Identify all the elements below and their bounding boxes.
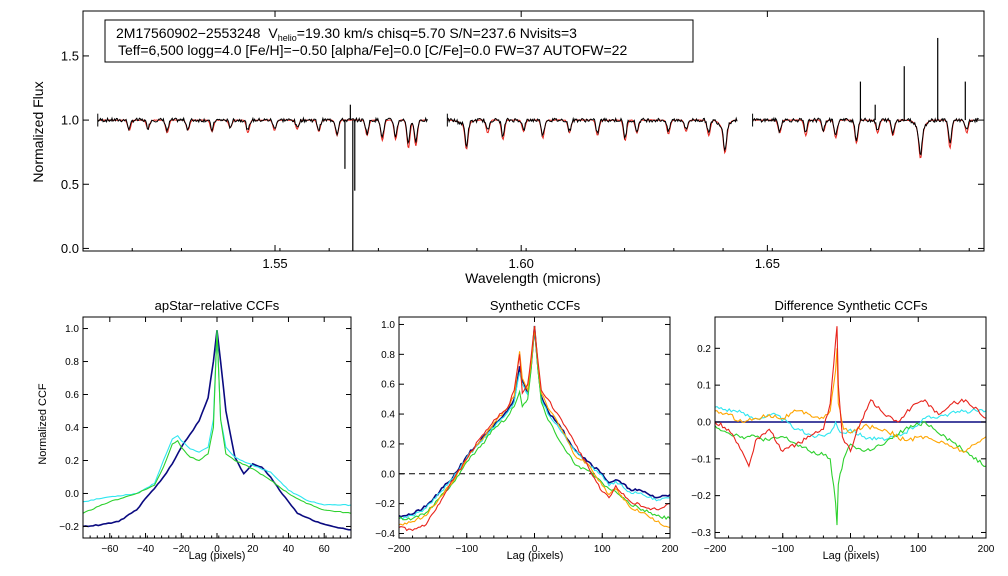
info-star-id: 2M17560902−2553248 — [116, 25, 261, 41]
apstar-xtick-label: 20 — [247, 544, 259, 555]
difference-xtick-label: −100 — [771, 544, 794, 555]
synthetic-frame — [398, 316, 671, 539]
synthetic-ytick-label: −0.2 — [375, 499, 395, 510]
difference-xlabel: Lag (pixels) — [823, 550, 880, 562]
apstar-xlabel: Lag (pixels) — [189, 550, 246, 562]
synthetic-xtick-label: 200 — [662, 544, 679, 555]
spectrum-xtick-label: 1.55 — [262, 256, 287, 271]
spectrum-ytick-label: 0.0 — [61, 241, 79, 256]
synthetic-ytick-label: −0.4 — [375, 529, 395, 540]
synthetic-ytick-label: 0.0 — [381, 469, 395, 480]
apstar-xtick-label: 0 — [214, 544, 220, 555]
apstar-title: apStar−relative CCFs — [155, 298, 280, 313]
difference-ccf-panel: −200 −100 0 100 200 −0.3 −0.2 −0.1 0.0 0.1 0.2 Dif… — [691, 298, 995, 562]
apstar-ytick-label: 0.6 — [65, 390, 79, 401]
apstar-xtick-label: −20 — [173, 544, 190, 555]
spectrum-xtick-label: 1.65 — [755, 256, 780, 271]
difference-ytick-label: −0.1 — [691, 454, 711, 465]
info-line-1: 2M17560902−2553248 Vhelio=19.30 km/s chis… — [116, 25, 577, 43]
apstar-ytick-label: 0.2 — [65, 456, 79, 467]
synthetic-xtick-label: 100 — [594, 544, 611, 555]
apstar-xtick-label: 60 — [319, 544, 331, 555]
apstar-ytick-label: −0.2 — [59, 522, 79, 533]
difference-ytick-label: 0.0 — [697, 417, 711, 428]
synthetic-ytick-label: 0.6 — [381, 380, 395, 391]
apstar-ylabel: Normalized CCF — [37, 383, 49, 465]
difference-series-red — [715, 326, 986, 468]
difference-ytick-label: −0.2 — [691, 491, 711, 502]
difference-xtick-label: 200 — [978, 544, 995, 555]
difference-ytick-label: −0.3 — [691, 528, 711, 539]
difference-frame — [714, 316, 987, 539]
difference-xtick-label: 0 — [848, 544, 854, 555]
difference-marks — [715, 326, 986, 526]
apstar-marks — [83, 330, 351, 531]
spectrum-ticks: 1.55 1.60 1.65 0.0 0.5 1.0 1.5 — [61, 11, 984, 271]
info-box: 2M17560902−2553248 Vhelio=19.30 km/s chis… — [104, 19, 694, 63]
observed-spectrum-segment — [97, 116, 428, 145]
synthetic-title: Synthetic CCFs — [490, 298, 581, 313]
synthetic-ticks: −200 −100 0 100 200 −0.4 −0.2 0.0 0.2 0.4 0.6 0.8 1.… — [375, 317, 679, 555]
difference-series-orange — [715, 348, 986, 453]
apstar-series-green — [83, 330, 351, 514]
synthetic-xtick-label: 0 — [532, 544, 538, 555]
difference-title: Difference Synthetic CCFs — [775, 298, 928, 313]
apstar-ytick-label: 1.0 — [65, 324, 79, 335]
spectrum-ytick-label: 1.5 — [61, 48, 79, 63]
spectrum-xlabel: Wavelength (microns) — [465, 270, 601, 286]
synthetic-ytick-label: 0.8 — [381, 350, 395, 361]
synthetic-ytick-label: 0.2 — [381, 439, 395, 450]
spectrum-frame — [82, 10, 985, 252]
synthetic-series-red — [399, 325, 670, 532]
difference-xtick-label: 100 — [910, 544, 927, 555]
info-box-frame — [104, 19, 694, 63]
synthetic-ytick-label: 1.0 — [381, 320, 395, 331]
synthetic-xlabel: Lag (pixels) — [507, 550, 564, 562]
apstar-ytick-label: 0.0 — [65, 489, 79, 500]
synthetic-ccf-panel: −200 −100 0 100 200 −0.4 −0.2 0.0 0.2 0.4 0.6 0.8 1.… — [375, 298, 679, 562]
apstar-xtick-label: −60 — [101, 544, 118, 555]
spectrum-ytick-label: 1.0 — [61, 113, 79, 128]
spectrum-xtick-label: 1.60 — [509, 256, 534, 271]
apstar-ytick-label: 0.4 — [65, 423, 79, 434]
info-line-1-rest: =19.30 km/s chisq=5.70 S/N=237.6 Nvisits… — [297, 25, 577, 41]
spectrum-marks — [97, 37, 979, 251]
synthetic-ytick-label: 0.4 — [381, 410, 395, 421]
info-line-2: Teff=6,500 logg=4.0 [Fe/H]=−0.50 [alpha/… — [118, 42, 627, 58]
difference-xtick-label: −200 — [704, 544, 727, 555]
observed-spectrum-segment — [752, 116, 979, 156]
synthetic-xtick-label: −200 — [388, 544, 411, 555]
apstar-xtick-label: 40 — [283, 544, 295, 555]
spectrum-ytick-label: 0.5 — [61, 177, 79, 192]
apstar-ytick-label: 0.8 — [65, 357, 79, 368]
difference-series-green — [715, 420, 986, 526]
spectrum-panel: 1.55 1.60 1.65 0.0 0.5 1.0 1.5 Wavelength (mic… — [30, 10, 985, 286]
observed-spectrum-segment — [447, 116, 738, 152]
apstar-ticks: −60 −40 −20 0 20 40 60 −0.2 0.0 0.2 0.4 0.6 0.8 1.0 — [59, 317, 351, 555]
synthetic-xtick-label: −100 — [455, 544, 478, 555]
difference-ytick-label: 0.1 — [697, 381, 711, 392]
difference-ytick-label: 0.2 — [697, 344, 711, 355]
apstar-frame — [82, 316, 352, 539]
apstar-ccf-panel: −60 −40 −20 0 20 40 60 −0.2 0.0 0.2 0.4 0.6 0.8 1.0 a… — [37, 298, 352, 562]
info-v-subscript: helio — [278, 33, 297, 43]
info-v-label: V — [268, 25, 278, 41]
synthetic-marks — [399, 325, 670, 532]
spectrum-ylabel: Normalized Flux — [30, 81, 46, 182]
apstar-xtick-label: −40 — [137, 544, 154, 555]
